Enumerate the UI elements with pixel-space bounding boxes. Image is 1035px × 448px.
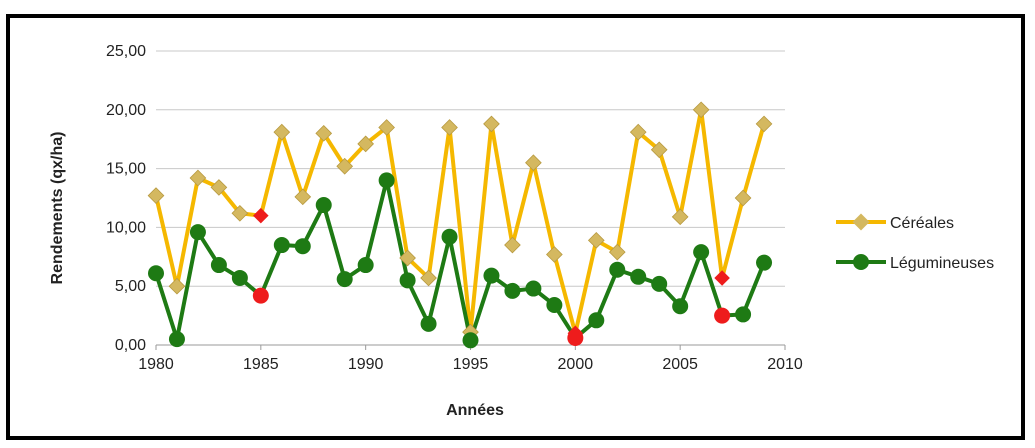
- cereales-point: [315, 124, 333, 142]
- legumineuses-point: [693, 244, 710, 261]
- cereales-point: [378, 119, 395, 136]
- cereales-point: [253, 207, 269, 224]
- legumineuses-point: [609, 261, 626, 278]
- legend-marker-legumineuses: [853, 254, 869, 270]
- legumineuses-point: [148, 265, 164, 282]
- cereales-point: [189, 169, 207, 187]
- cereales-point: [336, 157, 354, 175]
- cereales-point: [650, 141, 668, 159]
- cereales-point: [692, 101, 710, 119]
- y-tick-label: 25,00: [106, 43, 146, 60]
- cereales-point: [399, 249, 416, 267]
- legumineuses-point: [525, 280, 542, 297]
- legend-item-cereales: Céréales: [836, 213, 954, 232]
- legumineuses-point: [315, 197, 332, 214]
- cereales-point: [734, 189, 752, 207]
- y-tick-label: 0,00: [115, 337, 146, 354]
- x-tick-label: 2010: [767, 356, 803, 373]
- legumineuses-point: [252, 287, 269, 304]
- cereales-point: [294, 188, 312, 206]
- legumineuses-point: [504, 282, 521, 299]
- legumineuses-point: [273, 237, 290, 254]
- legumineuses-point: [231, 269, 248, 286]
- x-tick-labels: 1980 1985 1990 1995 2000 2005 2010: [138, 345, 803, 373]
- legumineuses-point: [399, 272, 416, 289]
- gridlines: [156, 50, 785, 346]
- cereales-point: [755, 115, 773, 133]
- cereales-point: [273, 123, 291, 141]
- legumineuses-point: [651, 275, 668, 292]
- legumineuses-point: [630, 268, 647, 285]
- legumineuses-point: [336, 271, 353, 288]
- cereales-point: [671, 208, 689, 226]
- legumineuses-point: [714, 307, 731, 324]
- legumineuses-point: [420, 315, 437, 332]
- x-tick-label: 2000: [558, 356, 594, 373]
- cereales-point: [147, 187, 165, 204]
- legumineuses-point: [588, 312, 605, 329]
- cereales-point: [587, 231, 605, 249]
- line-chart: 0,00 5,00 10,00 15,00 20,00 25,00 1980 1985 199…: [49, 43, 994, 419]
- cereales-point: [420, 269, 437, 287]
- cereales-point: [504, 236, 521, 254]
- cereales-point: [629, 123, 647, 141]
- legend-item-legumineuses: Légumineuses: [836, 254, 994, 272]
- legend-label-legumineuses: Légumineuses: [890, 255, 994, 272]
- x-tick-label: 1980: [138, 356, 174, 373]
- cereales-point: [441, 119, 458, 136]
- x-tick-label: 1985: [243, 356, 279, 373]
- legumineuses-point: [672, 298, 689, 315]
- x-axis-title: Années: [446, 402, 504, 419]
- legumineuses-point: [357, 257, 374, 274]
- legumineuses-point: [294, 238, 311, 255]
- legumineuses-point: [567, 329, 584, 346]
- legumineuses-point: [462, 332, 479, 349]
- y-axis-title: Rendements (qx/ha): [49, 132, 66, 285]
- cereales-point: [483, 115, 500, 133]
- cereales-point: [210, 179, 228, 196]
- cereales-point: [608, 243, 626, 261]
- legend-marker-cereales: [852, 213, 870, 231]
- legend-label-cereales: Céréales: [890, 215, 954, 232]
- cereales-point: [525, 154, 542, 172]
- legumineuses-point: [168, 331, 185, 348]
- cereales-point: [357, 135, 375, 153]
- legumineuses-point: [441, 228, 458, 245]
- y-tick-label: 5,00: [115, 278, 146, 295]
- cereales-point: [546, 246, 563, 263]
- y-tick-label: 20,00: [106, 102, 146, 119]
- chart-frame: 0,00 5,00 10,00 15,00 20,00 25,00 1980 1985 199…: [6, 14, 1025, 440]
- legumineuses-point: [378, 172, 395, 189]
- legumineuses-point: [546, 297, 563, 314]
- x-tick-label: 1990: [348, 356, 384, 373]
- legumineuses-point: [735, 306, 752, 323]
- x-tick-label: 1995: [453, 356, 489, 373]
- cereales-point: [168, 277, 186, 295]
- legumineuses-point: [189, 224, 206, 241]
- x-tick-label: 2005: [662, 356, 698, 373]
- y-tick-labels: 0,00 5,00 10,00 15,00 20,00 25,00: [106, 43, 146, 354]
- legumineuses-point: [756, 254, 773, 271]
- legend: Céréales Légumineuses: [836, 213, 994, 272]
- cereales-point: [231, 204, 249, 222]
- y-tick-label: 10,00: [106, 219, 146, 236]
- legumineuses-point: [483, 267, 500, 284]
- legumineuses-point: [210, 257, 227, 274]
- series-line-legumineuses: [154, 178, 766, 343]
- y-tick-label: 15,00: [106, 161, 146, 178]
- cereales-point: [714, 270, 730, 286]
